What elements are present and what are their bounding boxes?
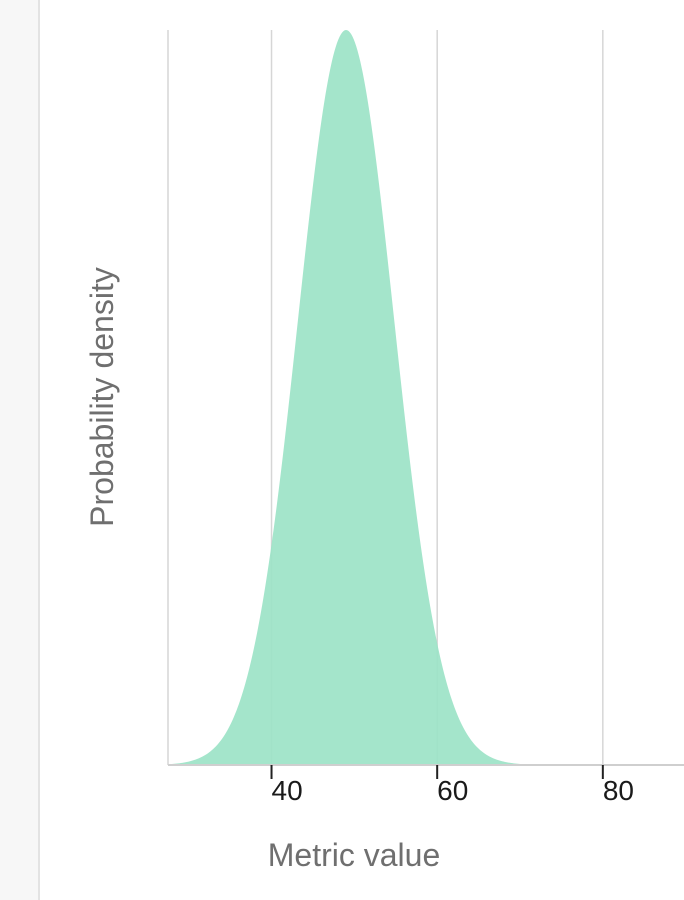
x-tick-label-40: 40 (272, 775, 303, 806)
y-axis-title: Probability density (84, 267, 120, 527)
density-area (168, 30, 684, 765)
x-axis-ticks: 40 60 80 (270, 765, 634, 806)
x-tick-label-80: 80 (603, 775, 634, 806)
x-axis-title: Metric value (268, 837, 441, 873)
left-panel-strip (0, 0, 40, 900)
x-tick-label-60: 60 (437, 775, 468, 806)
